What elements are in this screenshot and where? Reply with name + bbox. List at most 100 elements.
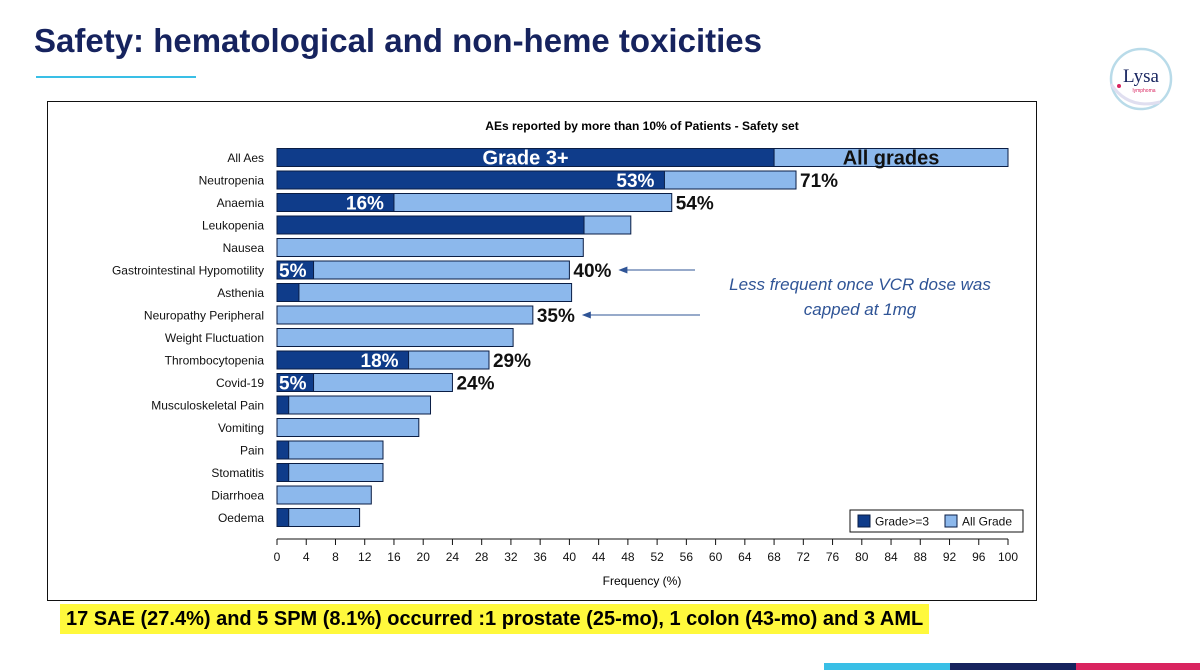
- x-tick-label: 80: [855, 550, 869, 564]
- y-label-vomiting: Vomiting: [218, 421, 264, 435]
- bar-grade3-asthenia: [276, 283, 300, 302]
- end-label-neutropenia: 71%: [800, 171, 838, 192]
- lysa-logo: Lysa lymphoma: [1109, 47, 1173, 111]
- bar-grade3-stomatitis: [276, 463, 290, 482]
- bar-grade3-all-aes: [276, 148, 775, 167]
- bar-grade3-gastrointestinal-hypomotility: [276, 260, 315, 280]
- bar-all-grade-diarrhoea: [276, 485, 372, 505]
- legend: Grade>=3 All Grade: [849, 509, 1024, 533]
- footer-band-navy: [950, 663, 1076, 670]
- bar-grade3-pain: [276, 440, 290, 460]
- annotation-line-1: Less frequent once VCR dose was: [729, 275, 991, 294]
- in-bar-label-neutropenia-grade-3: 53%: [616, 171, 654, 192]
- end-label-anaemia: 54%: [676, 194, 714, 215]
- y-label-stomatitis: Stomatitis: [211, 466, 264, 480]
- y-axis-labels: All Aes Neutropenia Anaemia Leukopenia Nause…: [112, 151, 264, 525]
- bar-all-grade-asthenia: [276, 283, 573, 302]
- annotation-arrows: [581, 266, 700, 319]
- legend-box: [849, 509, 1024, 533]
- value-labels: Grade 3+ All grades 53% 16% 5% 18% 5% 71% 54% 40%…: [279, 148, 939, 395]
- x-axis-label: Frequency (%): [603, 574, 682, 588]
- end-label-gastrointestinal-hypomotility: 40%: [573, 261, 611, 282]
- x-tick-label: 36: [533, 550, 547, 564]
- x-tick-label: 44: [592, 550, 606, 564]
- end-label-thrombocytopenia: 29%: [493, 351, 531, 372]
- x-tick-label: 20: [417, 550, 431, 564]
- x-tick-label: 92: [943, 550, 957, 564]
- x-tick-label: 60: [709, 550, 723, 564]
- x-tick-label: 4: [303, 550, 310, 564]
- bars: [276, 148, 1009, 527]
- y-label-asthenia: Asthenia: [217, 286, 264, 300]
- y-label-thrombocytopenia: Thrombocytopenia: [165, 354, 265, 368]
- bar-grade3-anaemia: [276, 193, 395, 212]
- bar-grade3-musculoskeletal-pain: [276, 395, 290, 415]
- bar-all-grade-neuropathy-peripheral: [276, 305, 534, 325]
- x-tick-label: 52: [650, 550, 664, 564]
- y-label-pain: Pain: [240, 444, 264, 458]
- bar-grade3-oedema: [276, 508, 290, 527]
- end-label-neuropathy-peripheral: 35%: [537, 306, 575, 327]
- logo-text: Lysa: [1123, 66, 1159, 87]
- y-label-neutropenia: Neutropenia: [199, 174, 265, 188]
- logo-subtext: lymphoma: [1132, 88, 1155, 94]
- x-tick-label: 12: [358, 550, 372, 564]
- x-tick-label: 68: [767, 550, 781, 564]
- bar-all-grade-oedema: [276, 508, 361, 527]
- bar-all-grade-pain: [276, 440, 384, 460]
- footer-band-cyan: [824, 663, 950, 670]
- arrow-head-gastrointestinal-hypomotility: [618, 266, 628, 274]
- bar-all-grade-gastrointestinal-hypomotility: [276, 260, 570, 280]
- x-tick-label: 32: [504, 550, 518, 564]
- annotation-line-2: capped at 1mg: [804, 300, 917, 319]
- end-label-covid-19: 24%: [456, 374, 494, 395]
- y-label-all-aes: All Aes: [227, 151, 264, 165]
- bar-all-grade-musculoskeletal-pain: [276, 395, 432, 415]
- title-underline: [36, 76, 196, 78]
- x-tick-label: 88: [914, 550, 928, 564]
- y-label-neuropathy-peripheral: Neuropathy Peripheral: [144, 309, 264, 323]
- x-tick-label: 56: [680, 550, 694, 564]
- x-tick-label: 100: [998, 550, 1018, 564]
- y-label-leukopenia: Leukopenia: [202, 219, 264, 233]
- bar-all-grade-stomatitis: [276, 463, 384, 482]
- in-bar-label-all-aes-grade-3: Grade 3+: [482, 148, 568, 170]
- x-tick-label: 84: [884, 550, 898, 564]
- bar-grade3-leukopenia: [276, 215, 585, 235]
- legend-label-grade3: Grade>=3: [875, 515, 929, 529]
- bar-all-grade-vomiting: [276, 418, 420, 437]
- bar-grade3-neutropenia: [276, 170, 665, 190]
- x-tick-label: 64: [738, 550, 752, 564]
- x-tick-label: 16: [387, 550, 401, 564]
- legend-swatch-grade3: [857, 514, 871, 528]
- x-tick-label: 76: [826, 550, 840, 564]
- x-tick-label: 48: [621, 550, 635, 564]
- in-bar-label-all-aes-all-grade: All grades: [843, 148, 940, 170]
- y-label-oedema: Oedema: [218, 511, 264, 525]
- x-axis-ticks: 0 4 8 12 16 20 24 28 32 36 40 44 48 52 56 60 64 68 72 76 80 8…: [274, 539, 1018, 564]
- bar-grade3-covid-19: [276, 373, 315, 392]
- arrow-head-neuropathy-peripheral: [581, 311, 591, 319]
- chart-frame: [47, 101, 1037, 601]
- legend-label-all-grade: All Grade: [962, 515, 1012, 529]
- in-bar-label-gastrointestinal-hypomotility-grade-3: 5%: [279, 261, 307, 282]
- in-bar-label-anaemia-grade-3: 16%: [346, 194, 384, 215]
- y-label-nausea: Nausea: [223, 241, 265, 255]
- x-tick-label: 8: [332, 550, 339, 564]
- x-tick-label: 96: [972, 550, 986, 564]
- x-tick-label: 72: [797, 550, 811, 564]
- y-label-covid-19: Covid-19: [216, 376, 264, 390]
- bar-grade3-thrombocytopenia: [276, 350, 410, 370]
- x-tick-label: 24: [446, 550, 460, 564]
- y-label-anaemia: Anaemia: [217, 196, 265, 210]
- slide-title: Safety: hematological and non-heme toxic…: [34, 22, 762, 59]
- in-bar-label-covid-19-grade-3: 5%: [279, 374, 307, 395]
- footer-band-magenta: [1076, 663, 1200, 670]
- x-tick-label: 0: [274, 550, 281, 564]
- legend-swatch-all-grade: [944, 514, 958, 528]
- y-label-musculoskeletal-pain: Musculoskeletal Pain: [151, 399, 264, 413]
- y-label-diarrhoea: Diarrhoea: [211, 489, 264, 503]
- plot-area: AEs reported by more than 10% of Patient…: [112, 119, 1024, 588]
- footer-note: 17 SAE (27.4%) and 5 SPM (8.1%) occurred…: [60, 604, 930, 634]
